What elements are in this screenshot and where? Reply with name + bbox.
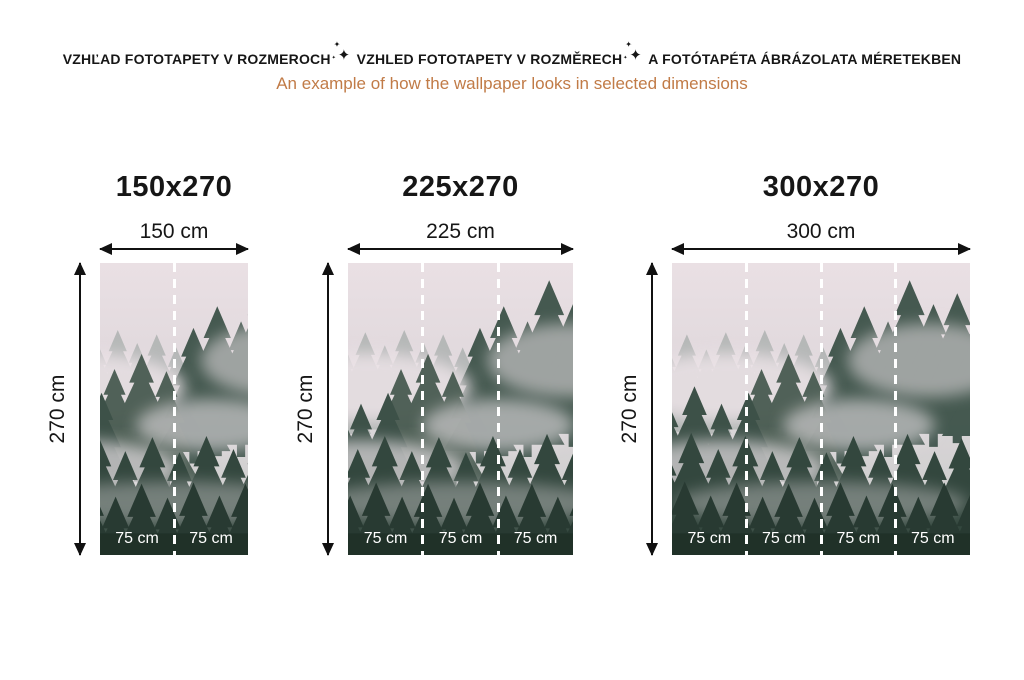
panel-cut-divider <box>819 263 823 555</box>
width-arrow <box>99 243 249 255</box>
page-title: VZHĽAD FOTOTAPETY V ROZMEROCH ✦ ✦ ✦ VZHLED F… <box>0 40 1024 68</box>
panel-cut-divider <box>745 263 748 555</box>
width-label: 150 cm <box>139 220 209 243</box>
segment-width-label: 75 cm <box>910 530 955 547</box>
panel-cut-divider <box>496 263 500 555</box>
panel-title: 150x270 <box>115 171 233 203</box>
size-panel-300x270: 300x270 300 cm 270 cm 75 cm 75 cm 75 cm … <box>614 171 971 556</box>
segment-labels: 75 cm 75 cm 75 cm 75 cm <box>672 530 970 548</box>
segment-width-label: 75 cm <box>687 530 732 547</box>
panel-measure-top: 300x270 300 cm <box>671 171 971 255</box>
wallpaper-preview: 75 cm 75 cm 75 cm 75 cm <box>672 263 970 555</box>
segment-width-label: 75 cm <box>761 530 806 547</box>
sparkle-icon: ✦ ✦ ✦ <box>623 40 643 64</box>
wallpaper-preview: 75 cm 75 cm <box>100 263 248 555</box>
width-arrow <box>671 243 971 255</box>
panel-cut-divider <box>172 263 176 555</box>
height-label: 270 cm <box>618 374 641 444</box>
width-label: 225 cm <box>426 220 495 243</box>
segment-labels: 75 cm 75 cm 75 cm <box>348 530 573 548</box>
panel-measure-left: 270 cm <box>290 262 334 556</box>
height-arrow <box>322 262 334 556</box>
page-subtitle: An example of how the wallpaper looks in… <box>276 74 748 93</box>
panel-cut-divider <box>894 263 897 555</box>
title-part-hu: A FOTÓTAPÉTA ÁBRÁZOLATA MÉRETEKBEN <box>648 51 962 67</box>
size-panel-225x270: 225x270 225 cm 270 cm 75 cm 75 cm 75 cm <box>290 171 574 556</box>
segment-width-label: 75 cm <box>513 530 558 547</box>
height-arrow <box>74 262 86 556</box>
height-label: 270 cm <box>46 374 69 444</box>
panel-measure-left: 270 cm <box>614 262 658 556</box>
page-header: VZHĽAD FOTOTAPETY V ROZMEROCH ✦ ✦ ✦ VZHLED F… <box>0 40 1024 94</box>
size-panel-150x270: 150x270 150 cm 270 cm 75 cm 75 cm <box>42 171 249 556</box>
sparkle-icon: ✦ ✦ ✦ <box>331 40 351 64</box>
panel-measure-left: 270 cm <box>42 262 86 556</box>
width-arrow <box>347 243 574 255</box>
panel-measure-top: 225x270 225 cm <box>347 171 574 255</box>
segment-width-label: 75 cm <box>438 530 483 547</box>
wallpaper-preview: 75 cm 75 cm 75 cm <box>348 263 573 555</box>
panel-title: 300x270 <box>762 171 880 203</box>
width-label: 300 cm <box>786 220 856 243</box>
forest-wallpaper-image <box>348 263 573 555</box>
segment-labels: 75 cm 75 cm <box>100 530 248 548</box>
segment-width-label: 75 cm <box>115 530 159 547</box>
segment-width-label: 75 cm <box>363 530 408 547</box>
panel-measure-top: 150x270 150 cm <box>99 171 249 255</box>
title-part-cz: VZHLED FOTOTAPETY V ROZMĚRECH <box>356 51 623 67</box>
height-arrow <box>646 262 658 556</box>
segment-width-label: 75 cm <box>189 530 233 547</box>
height-label: 270 cm <box>294 374 317 444</box>
title-part-sk: VZHĽAD FOTOTAPETY V ROZMEROCH <box>62 51 331 67</box>
panel-cut-divider <box>421 263 425 555</box>
panel-title: 225x270 <box>402 171 519 203</box>
segment-width-label: 75 cm <box>836 530 881 547</box>
